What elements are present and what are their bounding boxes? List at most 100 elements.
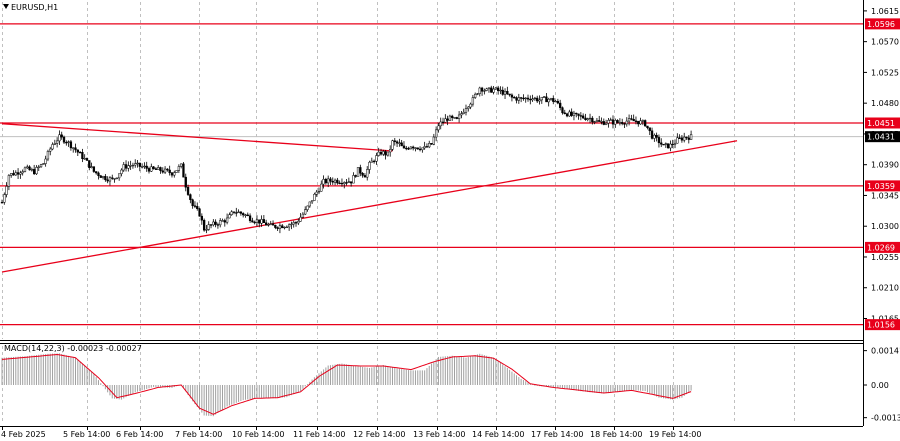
candle-body-bull bbox=[439, 121, 442, 127]
price-tick-label: 1.0480 bbox=[871, 99, 899, 108]
candle-body-bear bbox=[644, 120, 647, 127]
current-price-tag-label: 1.0431 bbox=[867, 133, 895, 142]
candle-body-bull bbox=[129, 165, 132, 167]
candle-body-bull bbox=[386, 151, 390, 156]
candle-body-bear bbox=[655, 134, 658, 138]
candle-body-bear bbox=[214, 221, 217, 225]
candle-body-bull bbox=[44, 158, 47, 164]
macd-signal-line bbox=[1, 353, 692, 415]
candle-body-bear bbox=[591, 117, 594, 123]
time-tick-label: 7 Feb 14:00 bbox=[175, 430, 222, 439]
candle-body-bull bbox=[469, 103, 472, 108]
candle-body-bull bbox=[306, 205, 309, 210]
candle-body-bear bbox=[579, 115, 582, 117]
price-tick-label: 1.0390 bbox=[871, 161, 899, 170]
candle-body-bear bbox=[193, 205, 197, 207]
candle-body-bear bbox=[152, 166, 155, 169]
candle-body-bear bbox=[634, 120, 638, 122]
candle-body-bull bbox=[83, 158, 86, 160]
candle-body-bull bbox=[19, 172, 22, 175]
candle-body-bull bbox=[267, 224, 270, 226]
time-tick-label: 13 Feb 14:00 bbox=[413, 430, 465, 439]
candle-body-bear bbox=[253, 221, 256, 224]
candle-body-bear bbox=[563, 112, 566, 114]
candle-body-bull bbox=[120, 169, 123, 174]
candle-body-bull bbox=[453, 117, 456, 119]
price-tick-label: 1.0525 bbox=[871, 68, 899, 77]
candle-body-bull bbox=[434, 129, 438, 138]
candle-body-bull bbox=[474, 93, 477, 98]
time-tick-label: 12 Feb 14:00 bbox=[353, 430, 405, 439]
candle-body-bull bbox=[524, 97, 527, 100]
price-tick-label: 1.0570 bbox=[871, 38, 899, 47]
candle-body-bear bbox=[441, 121, 445, 124]
candle-body-bull bbox=[173, 172, 176, 176]
candle-body-bull bbox=[180, 163, 183, 167]
candle-body-bull bbox=[377, 151, 380, 156]
candle-body-bull bbox=[533, 97, 537, 100]
candle-body-bull bbox=[540, 96, 543, 101]
candle-body-bull bbox=[600, 121, 603, 123]
candle-body-bull bbox=[310, 200, 314, 203]
candle-body-bear bbox=[248, 215, 252, 221]
time-tick-label: 18 Feb 14:00 bbox=[590, 430, 642, 439]
candle-body-bear bbox=[62, 136, 66, 143]
candle-body-bear bbox=[242, 213, 245, 216]
candle-body-bull bbox=[101, 176, 105, 178]
candle-body-bull bbox=[299, 216, 302, 222]
candle-body-bear bbox=[662, 143, 665, 146]
price-tick-label: 1.0615 bbox=[871, 7, 899, 16]
macd-tick-label: 0.00141 bbox=[871, 347, 900, 356]
candle-body-bull bbox=[549, 98, 553, 100]
candle-body-bull bbox=[499, 89, 502, 92]
time-tick-label: 11 Feb 14:00 bbox=[293, 430, 345, 439]
candle-body-bear bbox=[508, 93, 511, 96]
candle-body-bear bbox=[349, 181, 353, 184]
current-price-tag-bg bbox=[865, 131, 900, 143]
candle-body-bear bbox=[519, 97, 523, 99]
candle-body-bull bbox=[177, 166, 181, 171]
candle-body-bear bbox=[451, 115, 454, 118]
candle-body-bull bbox=[593, 121, 596, 123]
candle-body-bull bbox=[437, 125, 440, 131]
candle-body-bear bbox=[265, 222, 268, 226]
candle-body-bull bbox=[7, 175, 11, 187]
candle-body-bear bbox=[147, 168, 151, 172]
candle-body-bull bbox=[517, 97, 520, 101]
candle-body-bear bbox=[400, 142, 403, 147]
candle-body-bear bbox=[154, 168, 158, 170]
candle-body-bear bbox=[271, 223, 275, 226]
candle-body-bear bbox=[513, 97, 516, 99]
candle-body-bear bbox=[184, 176, 187, 188]
candle-body-bull bbox=[503, 90, 507, 95]
candle-body-bull bbox=[568, 111, 571, 117]
candle-body-bear bbox=[28, 166, 31, 171]
candle-body-bear bbox=[556, 100, 560, 104]
candle-body-bear bbox=[65, 141, 68, 144]
price-tick-label: 1.0165 bbox=[871, 314, 899, 323]
candle-body-bull bbox=[588, 117, 592, 120]
candle-body-bear bbox=[235, 212, 238, 214]
candle-body-bear bbox=[182, 163, 185, 178]
candle-body-bull bbox=[143, 165, 146, 168]
candle-body-bear bbox=[660, 142, 663, 145]
candle-body-bear bbox=[575, 112, 578, 115]
candle-body-bear bbox=[480, 87, 484, 92]
candle-body-bull bbox=[278, 225, 282, 229]
candle-body-bull bbox=[37, 166, 40, 168]
candle-body-bull bbox=[207, 224, 210, 230]
candle-body-bear bbox=[16, 172, 20, 175]
level-price-tag-label: 1.0451 bbox=[867, 119, 895, 128]
candle-body-bull bbox=[478, 87, 481, 94]
candle-body-bear bbox=[621, 122, 624, 124]
candle-body-bull bbox=[476, 93, 479, 95]
candle-body-bull bbox=[641, 120, 645, 122]
candle-body-bear bbox=[69, 141, 73, 149]
candle-body-bull bbox=[428, 143, 431, 148]
candle-body-bull bbox=[58, 134, 61, 142]
candle-body-bull bbox=[39, 164, 43, 168]
level-price-tag-bg bbox=[865, 180, 900, 192]
candle-body-bear bbox=[191, 199, 194, 206]
chart-frames bbox=[0, 0, 864, 427]
